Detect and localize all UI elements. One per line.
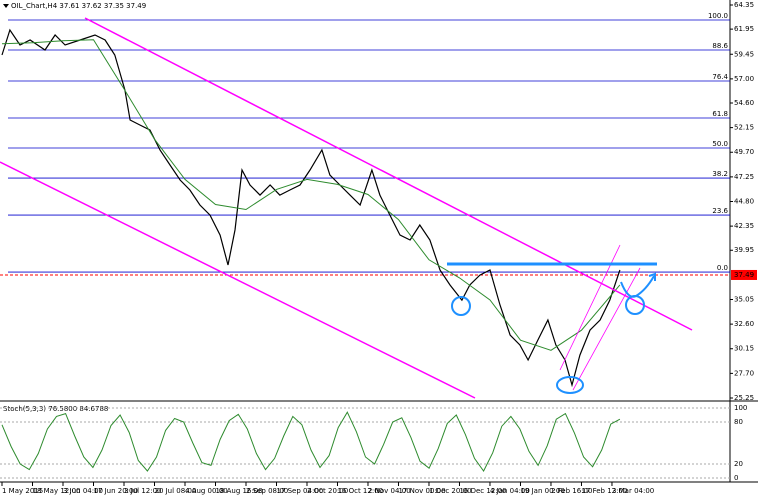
y-tick-label: 59.45 [734, 50, 754, 58]
y-tick-label: 39.95 [734, 246, 754, 254]
stochastic-line [1, 411, 621, 472]
x-tick-label: 2 Oct 20:00 [307, 487, 348, 495]
indicator-tick-label: 0 [734, 474, 738, 482]
fib-label: 38.2 [712, 170, 728, 178]
y-tick-label: 44.80 [734, 198, 754, 206]
x-tick-label: 16 Dec 12:00 [459, 487, 506, 495]
indicator-label: Stoch(5,3,3) 76.5800 84.6788 [3, 405, 108, 413]
fib-label: 76.4 [712, 73, 728, 81]
x-tick-label: 1 Dec 20:00 [429, 487, 472, 495]
x-tick-label: 17 Sep 04:00 [276, 487, 323, 495]
y-tick-label: 42.35 [734, 222, 754, 230]
y-tick-label: 52.15 [734, 124, 754, 132]
y-tick-label: 64.35 [734, 1, 754, 9]
rising-channel [572, 267, 641, 391]
current-price-label: 37.49 [734, 271, 754, 279]
x-tick-label: 4 Jan 04:00 [490, 487, 530, 495]
x-tick-label: 17 Feb 12:00 [581, 487, 627, 495]
x-tick-label: 18 Aug 16:00 [215, 487, 262, 495]
indicator-tick-label: 100 [734, 404, 747, 412]
fib-label: 0.0 [717, 264, 728, 272]
fib-label: 100.0 [708, 12, 728, 20]
shoulder-circle [451, 296, 471, 316]
y-tick-label: 49.70 [734, 148, 754, 156]
chart-title: OIL_Chart,H4 37.61 37.62 37.35 37.49 [11, 2, 146, 10]
forecast-arrow [620, 275, 655, 298]
fib-label: 61.8 [712, 110, 728, 118]
x-tick-label: 17 Nov 00:00 [398, 487, 445, 495]
annotations [0, 17, 693, 399]
x-tick-label: 2 Nov 04:00 [368, 487, 411, 495]
x-tick-label: 3 Jun 04:00 [63, 487, 103, 495]
x-tick-label: 2 Feb 16:00 [551, 487, 592, 495]
indicator-tick-label: 20 [734, 460, 743, 468]
title-icon [3, 4, 9, 8]
y-tick-label: 30.15 [734, 345, 754, 353]
y-tick-label: 61.95 [734, 25, 754, 33]
y-tick-label: 47.25 [734, 173, 754, 181]
fib-label: 23.6 [712, 207, 728, 215]
rising-channel [559, 244, 621, 371]
price-line [1, 28, 621, 388]
x-tick-label: 1 May 2015 [2, 487, 43, 495]
arrow-head [648, 272, 656, 281]
x-tick-label: 19 Jan 00:00 [520, 487, 564, 495]
y-tick-label: 25.25 [734, 394, 754, 402]
channel-lower [0, 161, 476, 399]
x-tick-label: 20 Jul 08:00 [154, 487, 196, 495]
y-tick-label: 27.70 [734, 369, 754, 377]
price-line [1, 39, 621, 351]
fib-label: 50.0 [712, 140, 728, 148]
y-tick-label: 54.60 [734, 99, 754, 107]
x-tick-label: 3 Mar 04:00 [612, 487, 654, 495]
y-tick-label: 57.00 [734, 75, 754, 83]
x-tick-label: 4 Aug 00:00 [185, 487, 228, 495]
x-tick-label: 17 Jun 20:00 [93, 487, 137, 495]
y-tick-label: 32.60 [734, 320, 754, 328]
x-tick-label: 2 Sep 08:00 [246, 487, 288, 495]
channel-upper [84, 17, 693, 331]
x-tick-label: 16 Oct 12:00 [337, 487, 383, 495]
fib-label: 88.6 [712, 42, 728, 50]
indicator-tick-label: 80 [734, 418, 743, 426]
current-price-box [731, 269, 757, 280]
x-tick-label: 18 May 12:00 [32, 487, 80, 495]
x-tick-label: 3 Jul 12:00 [124, 487, 162, 495]
head-circle [556, 376, 584, 394]
y-tick-label: 35.05 [734, 295, 754, 303]
